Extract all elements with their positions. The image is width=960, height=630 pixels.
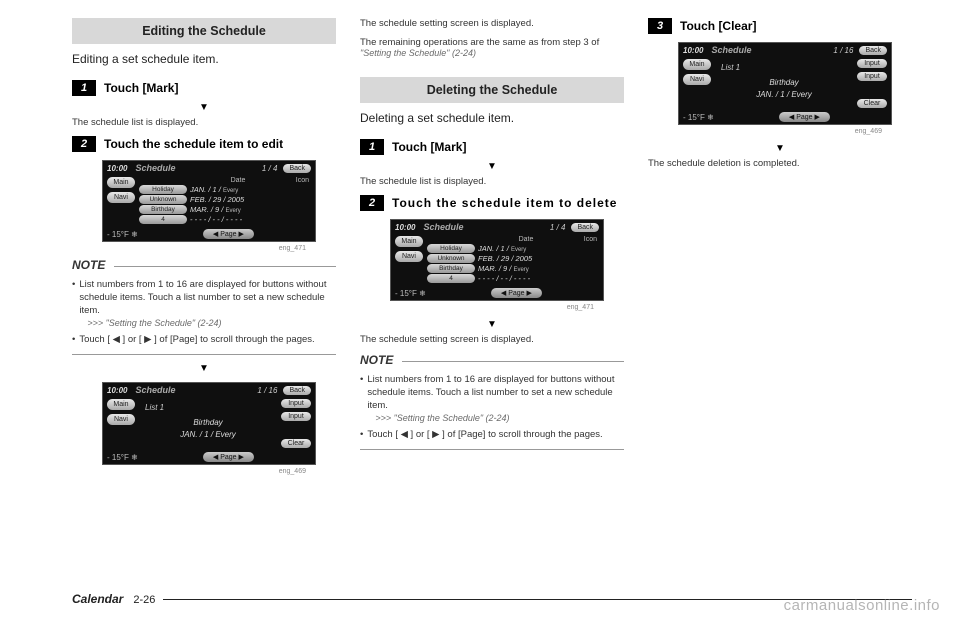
list-item[interactable]: UnknownFEB. / 29 / 2005 xyxy=(139,195,311,204)
step-2: 2 Touch the schedule item to edit xyxy=(72,136,336,152)
down-arrow: ▼ xyxy=(72,102,336,113)
step-3: 3 Touch [Clear] xyxy=(648,18,912,34)
back-button[interactable]: Back xyxy=(283,164,311,173)
figure-caption: eng_469 xyxy=(648,128,882,135)
col-icon: Icon xyxy=(287,177,309,184)
after-text: The schedule setting screen is displayed… xyxy=(360,334,624,345)
clear-button[interactable]: Clear xyxy=(857,99,887,108)
completion-text: The schedule deletion is completed. xyxy=(648,158,912,169)
step-text: Touch the schedule item to edit xyxy=(104,137,283,151)
page-nav[interactable]: ◀ Page ▶ xyxy=(491,288,542,298)
down-arrow: ▼ xyxy=(360,161,624,172)
page-indicator: 1 / 4 xyxy=(262,164,280,173)
detail-line: Birthday xyxy=(145,418,271,427)
clear-button[interactable]: Clear xyxy=(281,439,311,448)
step-text: Touch [Mark] xyxy=(392,140,466,154)
note-label: NOTE xyxy=(360,353,393,367)
input-button[interactable]: Input xyxy=(857,72,887,81)
page-indicator: 1 / 16 xyxy=(257,386,279,395)
clock: 10:00 xyxy=(107,386,127,395)
navi-button[interactable]: Navi xyxy=(107,414,135,425)
step-number: 2 xyxy=(72,136,96,152)
figure-caption: eng_471 xyxy=(72,245,306,252)
list-item[interactable]: HolidayJAN. / 1 / Every xyxy=(139,185,311,194)
figure-caption: eng_471 xyxy=(360,304,594,311)
temperature: - 15°F ❄ xyxy=(107,230,138,239)
down-arrow: ▼ xyxy=(72,363,336,374)
column-3: 3 Touch [Clear] 10:00 Schedule 1 / 16 Ba… xyxy=(648,18,912,481)
continuation-text: The schedule setting screen is displayed… xyxy=(360,18,624,29)
step-text: Touch [Clear] xyxy=(680,19,756,33)
back-button[interactable]: Back xyxy=(571,223,599,232)
step-number: 3 xyxy=(648,18,672,34)
down-arrow: ▼ xyxy=(360,319,624,330)
editing-header: Editing the Schedule xyxy=(72,18,336,44)
step-1: 1 Touch [Mark] xyxy=(72,80,336,96)
column-2: The schedule setting screen is displayed… xyxy=(360,18,624,481)
screen-title: Schedule xyxy=(131,385,253,395)
col-blank xyxy=(141,177,189,184)
page-nav[interactable]: ◀ Page ▶ xyxy=(779,112,830,122)
step-1: 1 Touch [Mark] xyxy=(360,139,624,155)
schedule-list-screenshot: 10:00 Schedule 1 / 4 Back Main Navi Date… xyxy=(102,160,316,242)
continuation-text: The remaining operations are the same as… xyxy=(360,37,624,59)
step-number: 2 xyxy=(360,195,384,211)
step-2: 2 Touch the schedule item to delete xyxy=(360,195,624,211)
watermark: carmanualsonline.info xyxy=(784,597,940,614)
deleting-intro: Deleting a set schedule item. xyxy=(360,111,624,125)
list-item[interactable]: BirthdayMAR. / 9 / Every xyxy=(427,264,599,273)
sub-text: The schedule list is displayed. xyxy=(360,176,624,187)
figure-caption: eng_469 xyxy=(72,468,306,475)
page-nav[interactable]: ◀ Page ▶ xyxy=(203,229,254,239)
step-number: 1 xyxy=(72,80,96,96)
list-item[interactable]: UnknownFEB. / 29 / 2005 xyxy=(427,254,599,263)
editing-intro: Editing a set schedule item. xyxy=(72,52,336,66)
section-name: Calendar xyxy=(72,592,123,606)
clock: 10:00 xyxy=(107,164,127,173)
back-button[interactable]: Back xyxy=(859,46,887,55)
list-item[interactable]: 4- - - - / - - / - - - - xyxy=(139,215,311,224)
page-number: 2-26 xyxy=(133,594,155,606)
list-label: List 1 xyxy=(145,403,271,412)
navi-button[interactable]: Navi xyxy=(107,192,135,203)
input-button[interactable]: Input xyxy=(857,59,887,68)
schedule-detail-screenshot: 10:00 Schedule 1 / 16 Back Main Navi Lis… xyxy=(102,382,316,465)
back-button[interactable]: Back xyxy=(283,386,311,395)
column-1: Editing the Schedule Editing a set sched… xyxy=(72,18,336,481)
note-label: NOTE xyxy=(72,258,105,272)
temperature: - 15°F ❄ xyxy=(107,453,138,462)
deleting-header: Deleting the Schedule xyxy=(360,77,624,103)
step-text: Touch [Mark] xyxy=(104,81,178,95)
note-bullets: •List numbers from 1 to 16 are displayed… xyxy=(72,279,336,350)
main-button[interactable]: Main xyxy=(107,399,135,410)
list-item[interactable]: 4- - - - / - - / - - - - xyxy=(427,274,599,283)
input-button[interactable]: Input xyxy=(281,412,311,421)
schedule-list-screenshot: 10:00 Schedule 1 / 4 Back Main Navi Date… xyxy=(390,219,604,301)
col-date: Date xyxy=(189,177,287,184)
down-arrow: ▼ xyxy=(648,143,912,154)
navi-button[interactable]: Navi xyxy=(683,74,711,85)
list-item[interactable]: BirthdayMAR. / 9 / Every xyxy=(139,205,311,214)
main-button[interactable]: Main xyxy=(395,236,423,247)
note-bullets: •List numbers from 1 to 16 are displayed… xyxy=(360,374,624,445)
main-button[interactable]: Main xyxy=(683,59,711,70)
main-button[interactable]: Main xyxy=(107,177,135,188)
list-item[interactable]: HolidayJAN. / 1 / Every xyxy=(427,244,599,253)
step-number: 1 xyxy=(360,139,384,155)
page-nav[interactable]: ◀ Page ▶ xyxy=(203,452,254,462)
input-button[interactable]: Input xyxy=(281,399,311,408)
detail-line: JAN. / 1 / Every xyxy=(145,430,271,439)
step-text: Touch the schedule item to delete xyxy=(392,196,617,210)
navi-button[interactable]: Navi xyxy=(395,251,423,262)
schedule-detail-screenshot: 10:00 Schedule 1 / 16 Back Main Navi Lis… xyxy=(678,42,892,125)
sub-text: The schedule list is displayed. xyxy=(72,117,336,128)
screen-title: Schedule xyxy=(131,163,257,173)
